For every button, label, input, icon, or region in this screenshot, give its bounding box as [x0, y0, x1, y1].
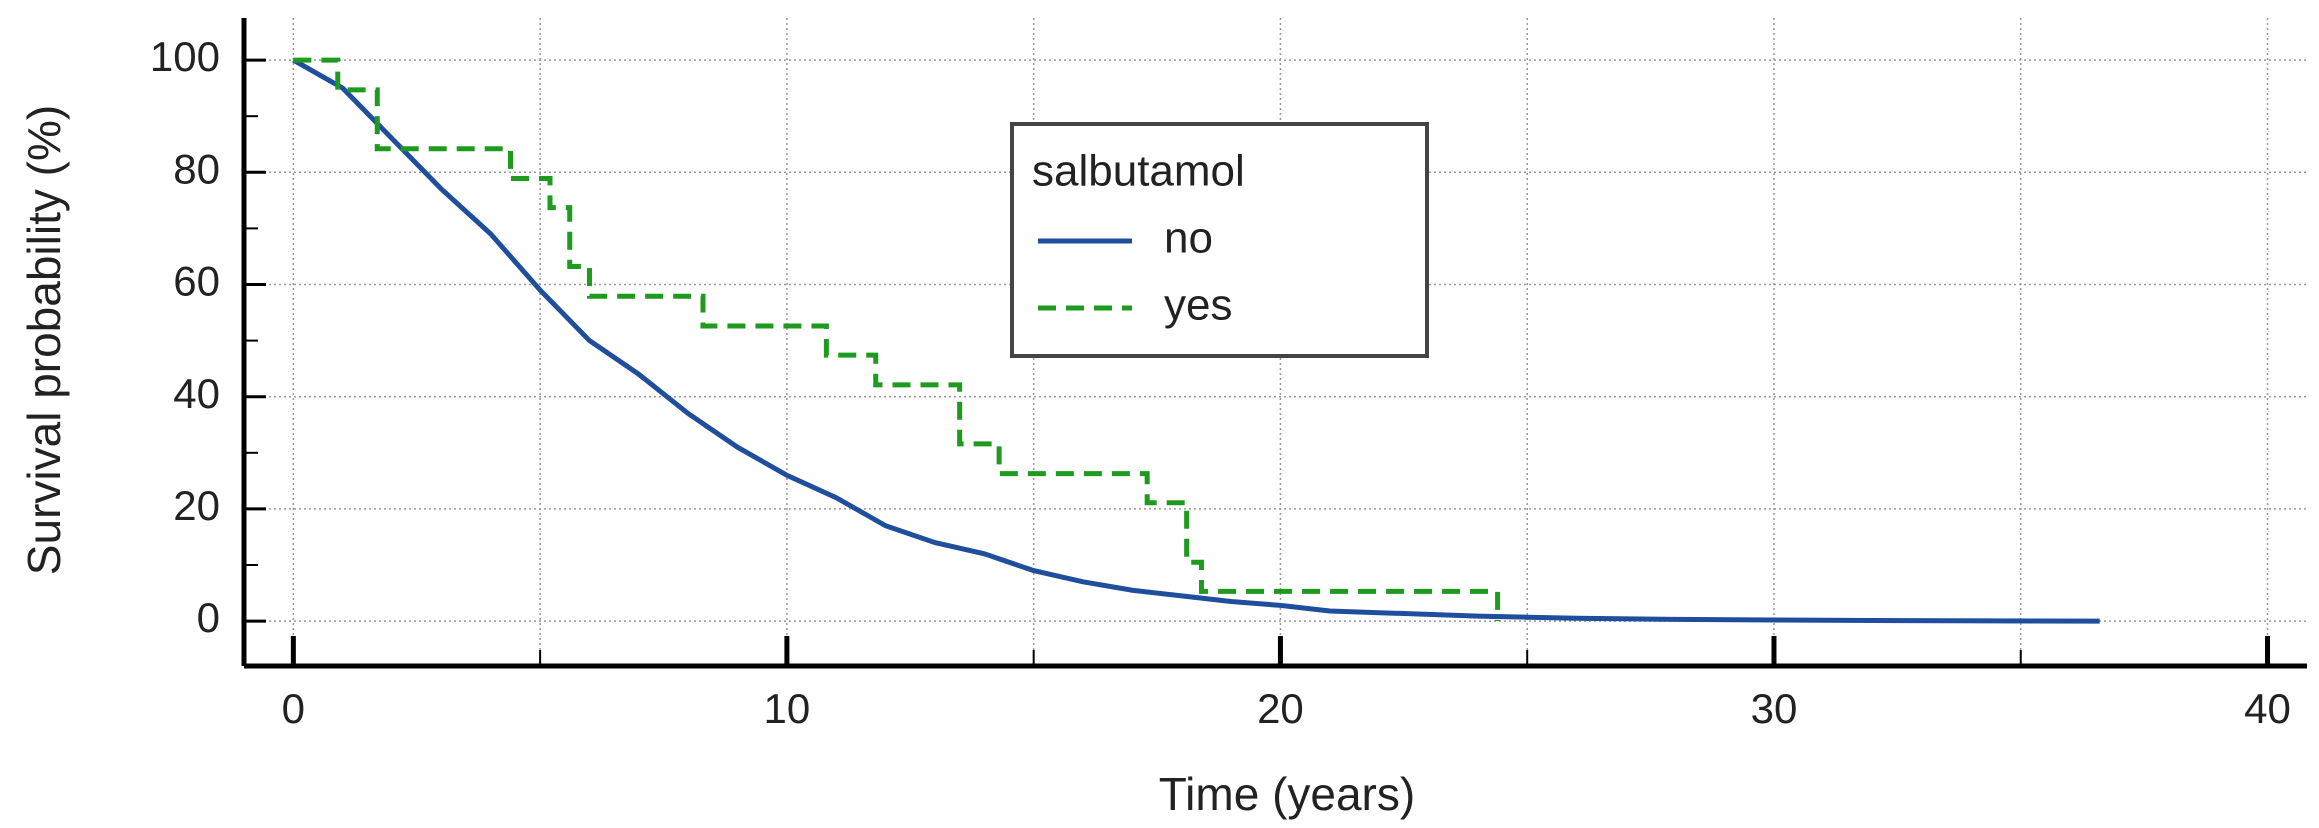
y-tick-label: 60 [173, 258, 220, 305]
survival-curve [292, 57, 2100, 624]
y-tick-label: 20 [173, 482, 220, 529]
legend-label: yes [1164, 281, 1232, 330]
y-tick-label: 40 [173, 370, 220, 417]
x-tick-label: 20 [1257, 685, 1304, 732]
legend-label: no [1164, 214, 1213, 263]
y-axis-title: Survival probability (%) [18, 105, 70, 575]
x-axis-title: Time (years) [1159, 768, 1415, 820]
x-tick-label: 40 [2244, 685, 2291, 732]
x-tick-label: 30 [1751, 685, 1798, 732]
y-tick-label: 100 [150, 33, 220, 80]
legend-title: salbutamol [1032, 147, 1245, 196]
y-tick-label: 0 [197, 594, 220, 641]
x-tick-label: 0 [282, 685, 305, 732]
x-tick-label: 10 [764, 685, 811, 732]
survival-curve [293, 57, 1501, 622]
y-tick-label: 80 [173, 145, 220, 192]
